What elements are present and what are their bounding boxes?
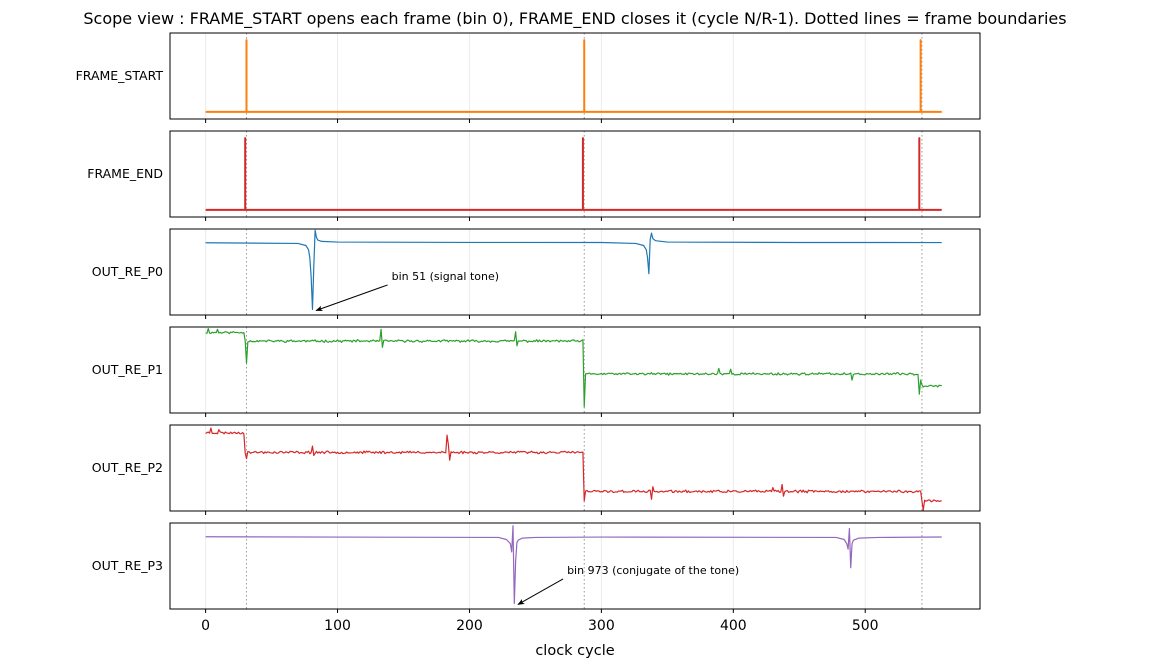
series-line-out-re-p2: [205, 427, 942, 511]
x-axis-title: clock cycle: [535, 643, 614, 659]
series-line-frame-start: [205, 39, 942, 113]
x-axis: 0 100 200 300 400 500: [201, 618, 878, 634]
panel-frame-end: FRAME_END: [87, 130, 981, 221]
annotation-text: bin 51 (signal tone): [392, 270, 499, 283]
annotation-text: bin 973 (conjugate of the tone): [567, 564, 739, 577]
x-tick-label: 500: [852, 618, 879, 634]
annotation: bin 51 (signal tone): [315, 270, 499, 312]
panel-frame: [169, 326, 981, 414]
row-label: FRAME_END: [87, 166, 163, 181]
series-line-out-re-p3: [205, 525, 942, 605]
panel-out-re-p3: OUT_RE_P3: [92, 522, 981, 613]
series-line-out-re-p0: [205, 229, 942, 311]
x-tick-label: 300: [588, 618, 615, 634]
panel-frame: [169, 32, 981, 120]
chart-title: Scope view : FRAME_START opens each fram…: [83, 9, 1066, 29]
x-tick-label: 400: [720, 618, 747, 634]
row-label: OUT_RE_P2: [92, 460, 163, 475]
panels: FRAME_START FRAME_END OUT_RE_P0 OUT_RE_P1 OU…: [76, 32, 981, 613]
series-line-out-re-p1: [205, 327, 942, 408]
panel-frame: [169, 228, 981, 316]
panel-out-re-p0: OUT_RE_P0: [92, 228, 981, 319]
annotation-arrow: [315, 284, 388, 312]
annotation-arrow: [517, 578, 564, 605]
row-label: OUT_RE_P0: [92, 264, 163, 279]
series-line-frame-end: [205, 137, 942, 211]
panel-out-re-p2: OUT_RE_P2: [92, 424, 981, 515]
x-tick-label: 0: [201, 618, 210, 634]
panel-frame: [169, 130, 981, 218]
panel-frame-start: FRAME_START: [76, 32, 981, 123]
panel-out-re-p1: OUT_RE_P1: [92, 326, 981, 417]
row-label: OUT_RE_P1: [92, 362, 163, 377]
panel-frame: [169, 424, 981, 512]
panel-frame: [169, 522, 981, 610]
x-tick-label: 200: [456, 618, 483, 634]
x-tick-label: 100: [324, 618, 351, 634]
row-label: OUT_RE_P3: [92, 558, 163, 573]
annotation: bin 973 (conjugate of the tone): [517, 564, 739, 605]
row-label: FRAME_START: [76, 68, 164, 83]
